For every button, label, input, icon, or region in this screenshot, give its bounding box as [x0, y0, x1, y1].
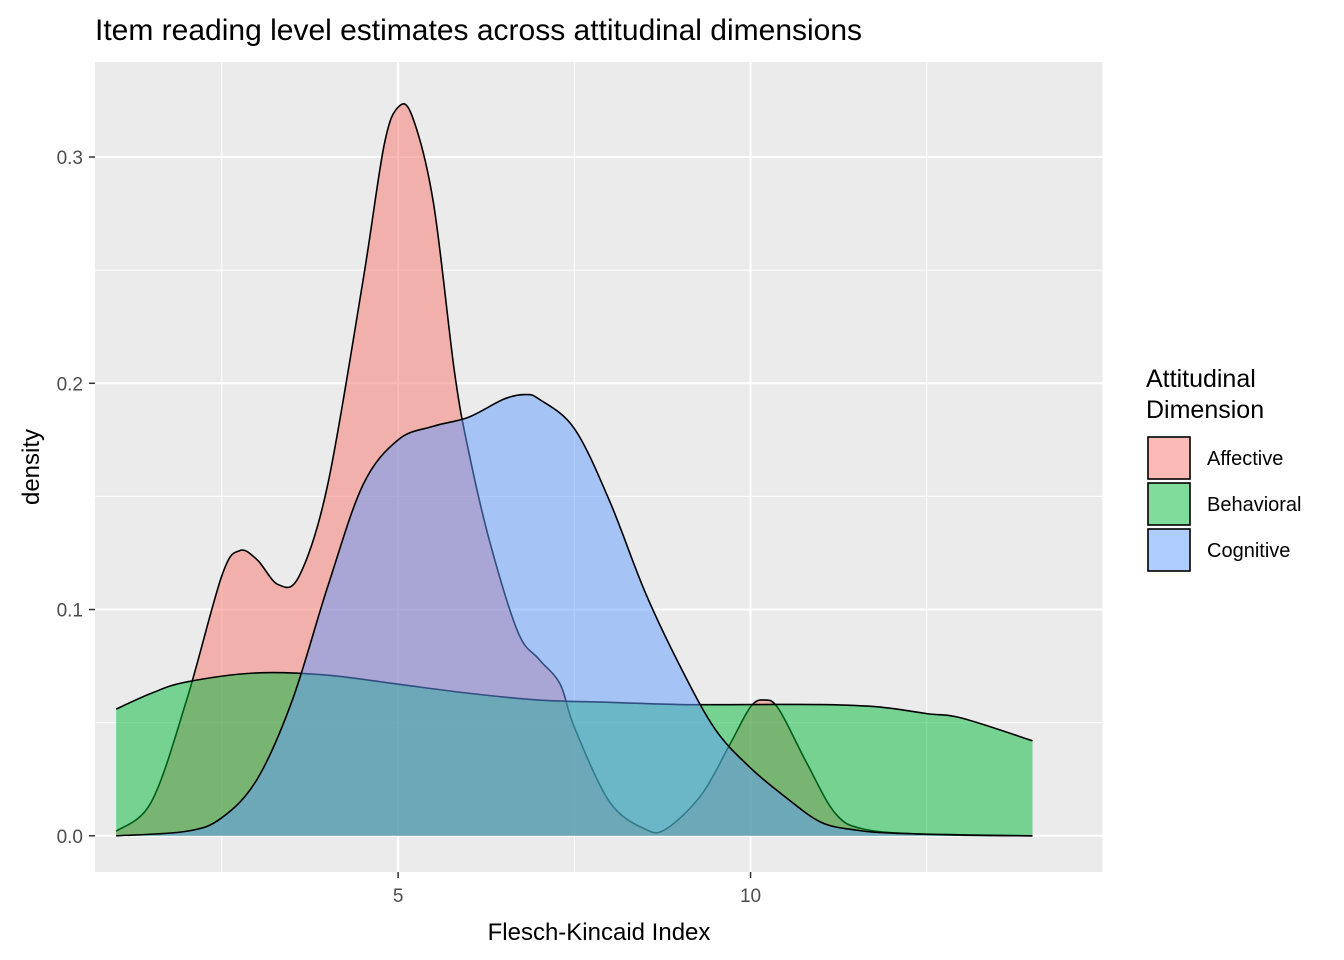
legend-label: Affective [1207, 448, 1283, 470]
y-tick-label: 0.2 [57, 374, 83, 395]
legend-title: Attitudinal [1146, 365, 1256, 393]
legend-key-swatch [1147, 436, 1191, 480]
legend-label: Behavioral [1207, 494, 1302, 516]
cognitive-density-area [116, 394, 1033, 836]
legend: Attitudinal Dimension Affective Behavioral C… [1146, 365, 1302, 572]
y-tick-label: 0.1 [57, 601, 83, 622]
chart-title: Item reading level estimates across atti… [95, 14, 862, 47]
x-axis-title: Flesch-Kincaid Index [488, 919, 711, 946]
y-tick-label: 0.3 [57, 148, 83, 169]
y-axis-title: density [18, 429, 45, 505]
x-tick-label: 5 [393, 886, 404, 907]
axes: 5 10 0.0 0.1 0.2 0.3 [57, 148, 762, 907]
legend-title: Dimension [1146, 396, 1264, 424]
x-tick-label: 10 [740, 886, 761, 907]
legend-label: Cognitive [1207, 540, 1290, 562]
legend-key-swatch [1147, 528, 1191, 572]
legend-key-swatch [1147, 482, 1191, 526]
y-tick-label: 0.0 [57, 827, 83, 848]
density-series [115, 102, 1033, 837]
cognitive-density-line [116, 393, 1033, 837]
